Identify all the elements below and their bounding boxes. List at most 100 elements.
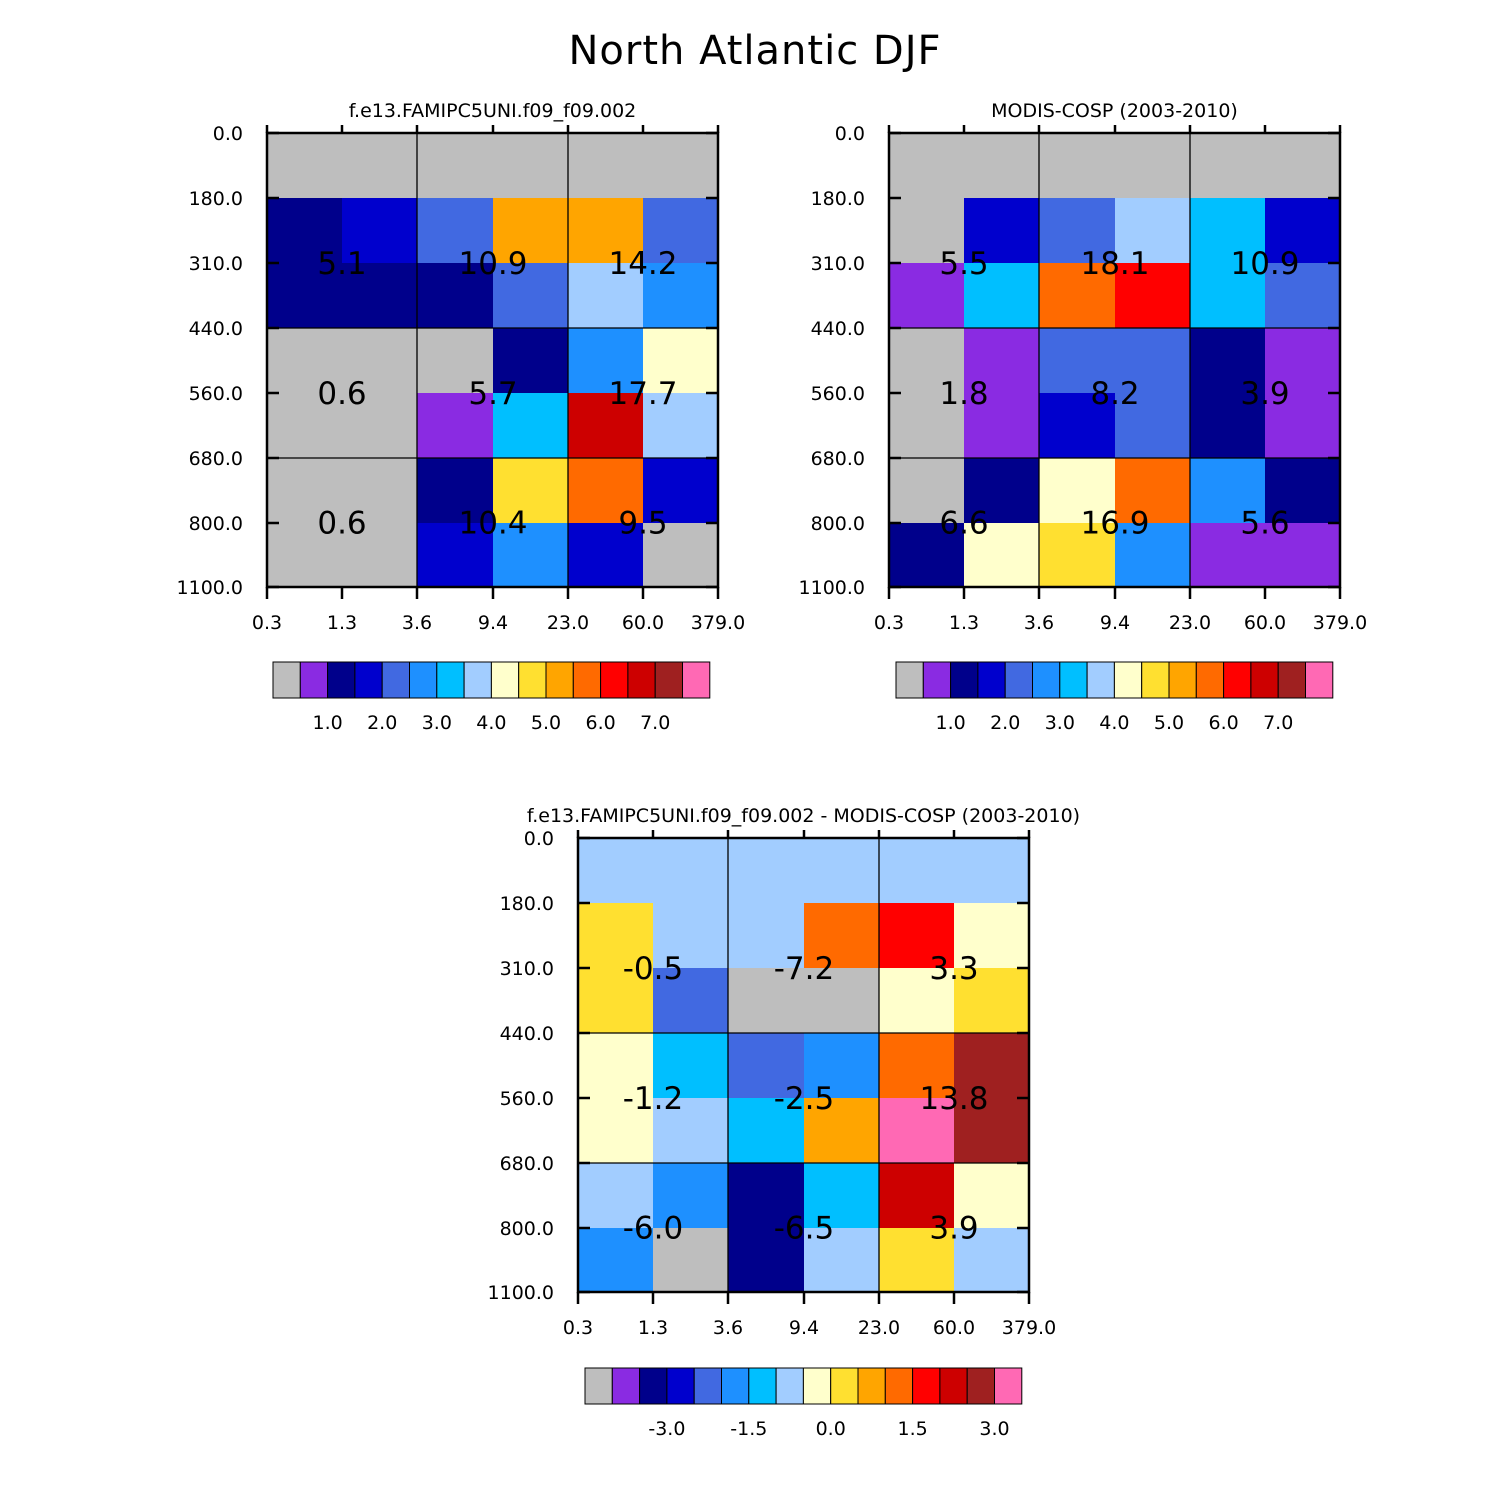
y-tick-label: 0.0 [213,123,243,145]
heatmap-cell [643,523,719,588]
x-tick-label: 60.0 [1244,612,1286,634]
colorbar-swatch [572,661,602,699]
panel-observation: MODIS-COSP (2003-2010) 5.5 18.1 10.9 1.8 8.2 3… [799,100,1368,734]
heatmap-cell [1190,328,1266,394]
colorbar-swatch [463,661,492,699]
block-value-label: 16.9 [1080,506,1149,542]
heatmap-cell [879,1228,955,1293]
heatmap-cell [1115,523,1191,588]
heatmap-cell [728,968,805,1034]
colorbar-label: 0.0 [816,1418,846,1440]
colorbar-swatch [1277,661,1306,699]
heatmap-cell [342,523,418,588]
heatmap-cell [1039,393,1116,459]
x-tick-label: 0.3 [874,612,904,634]
block-value-label: 5.6 [1240,506,1289,542]
colorbar-label: 1.0 [312,712,342,734]
heatmap-cell [342,328,418,394]
heatmap-cell [889,198,965,264]
heatmap-cell [267,523,343,588]
y-tick-label: 800.0 [189,513,243,535]
heatmap-cell [417,198,494,264]
colorbar-swatch [775,1367,804,1405]
colorbar-swatch [1141,661,1170,699]
heatmap-cell [954,968,1030,1034]
colorbar-swatch [299,661,329,699]
block-value-label: -2.5 [774,1081,835,1117]
colorbar-label: 2.0 [990,712,1020,734]
panel-difference: f.e13.FAMIPC5UNI.f09_f09.002 - MODIS-COS… [488,805,1081,1440]
heatmap-cell [1115,198,1191,264]
heatmap-cell [728,1098,805,1164]
colorbar-swatch [600,661,629,699]
heatmap-cell [267,133,343,199]
colorbar-swatch [912,1367,941,1405]
x-tick-label: 60.0 [933,1317,975,1339]
heatmap-cell [643,263,719,329]
block-value-label: -6.0 [623,1211,684,1247]
colorbar-swatch [354,661,383,699]
colorbar-label: 5.0 [531,712,561,734]
heatmap-cell [1265,198,1341,264]
heatmap-cell [493,393,569,459]
heatmap-cell [568,393,644,459]
heatmap-cell [653,968,729,1034]
colorbar-swatch [977,661,1006,699]
colorbar-label: 7.0 [640,712,670,734]
heatmap-cell [879,968,955,1034]
heatmap-cell [568,198,644,264]
block-value-label: 9.5 [618,506,667,542]
block-value-label: 5.7 [468,376,517,412]
heatmap-cell [728,1033,805,1099]
block-value-label: 10.9 [1230,246,1299,282]
heatmap-cell [653,1033,729,1099]
colorbar-label: 2.0 [367,712,397,734]
heatmap-cell [954,838,1030,904]
y-tick-label: 0.0 [835,123,865,145]
colorbar-swatch [721,1367,750,1405]
colorbar-swatch [1086,661,1115,699]
heatmap-cell [342,393,418,459]
heatmap-cell [342,458,418,524]
heatmap-cell [879,838,955,904]
panel-title: MODIS-COSP (2003-2010) [991,100,1238,122]
y-tick-label: 0.0 [524,828,554,850]
heatmap-cell [1265,458,1341,524]
colorbar-swatch [884,1367,914,1405]
colorbar-swatch [895,661,924,699]
colorbar-label: 5.0 [1154,712,1184,734]
block-value-label: 10.9 [458,246,527,282]
y-tick-label: 440.0 [500,1023,554,1045]
block-value-label: 8.2 [1090,376,1139,412]
heatmap-cell [1190,133,1266,199]
x-tick-label: 3.6 [402,612,432,634]
y-tick-label: 1100.0 [488,1282,554,1304]
colorbar-swatch [857,1367,886,1405]
x-tick-label: 379.0 [1313,612,1367,634]
y-tick-label: 560.0 [811,383,865,405]
colorbar-label: 6.0 [585,712,615,734]
heatmap-cell [889,263,965,329]
colorbar-swatch [1032,661,1061,699]
colorbar-swatch [584,1367,613,1405]
heatmap-cell [889,328,965,394]
colorbar-swatch [518,661,547,699]
heatmap-cell [493,133,569,199]
colorbar-swatch [830,1367,859,1405]
heatmap-cell [728,1163,805,1229]
heatmap-cell [643,328,719,394]
y-tick-label: 800.0 [811,513,865,535]
heatmap-cell [964,393,1040,459]
heatmap-cell [879,1033,955,1099]
heatmap-cell [643,458,719,524]
heatmap-cell [342,198,418,264]
y-tick-label: 560.0 [189,383,243,405]
x-tick-label: 0.3 [252,612,282,634]
heatmap-cell [1115,133,1191,199]
colorbar-swatch [654,661,684,699]
y-tick-label: 180.0 [500,893,554,915]
heatmap-cell [1190,263,1266,329]
x-tick-label: 23.0 [858,1317,900,1339]
heatmap-cell [1115,458,1191,524]
heatmap-cell [653,838,729,904]
